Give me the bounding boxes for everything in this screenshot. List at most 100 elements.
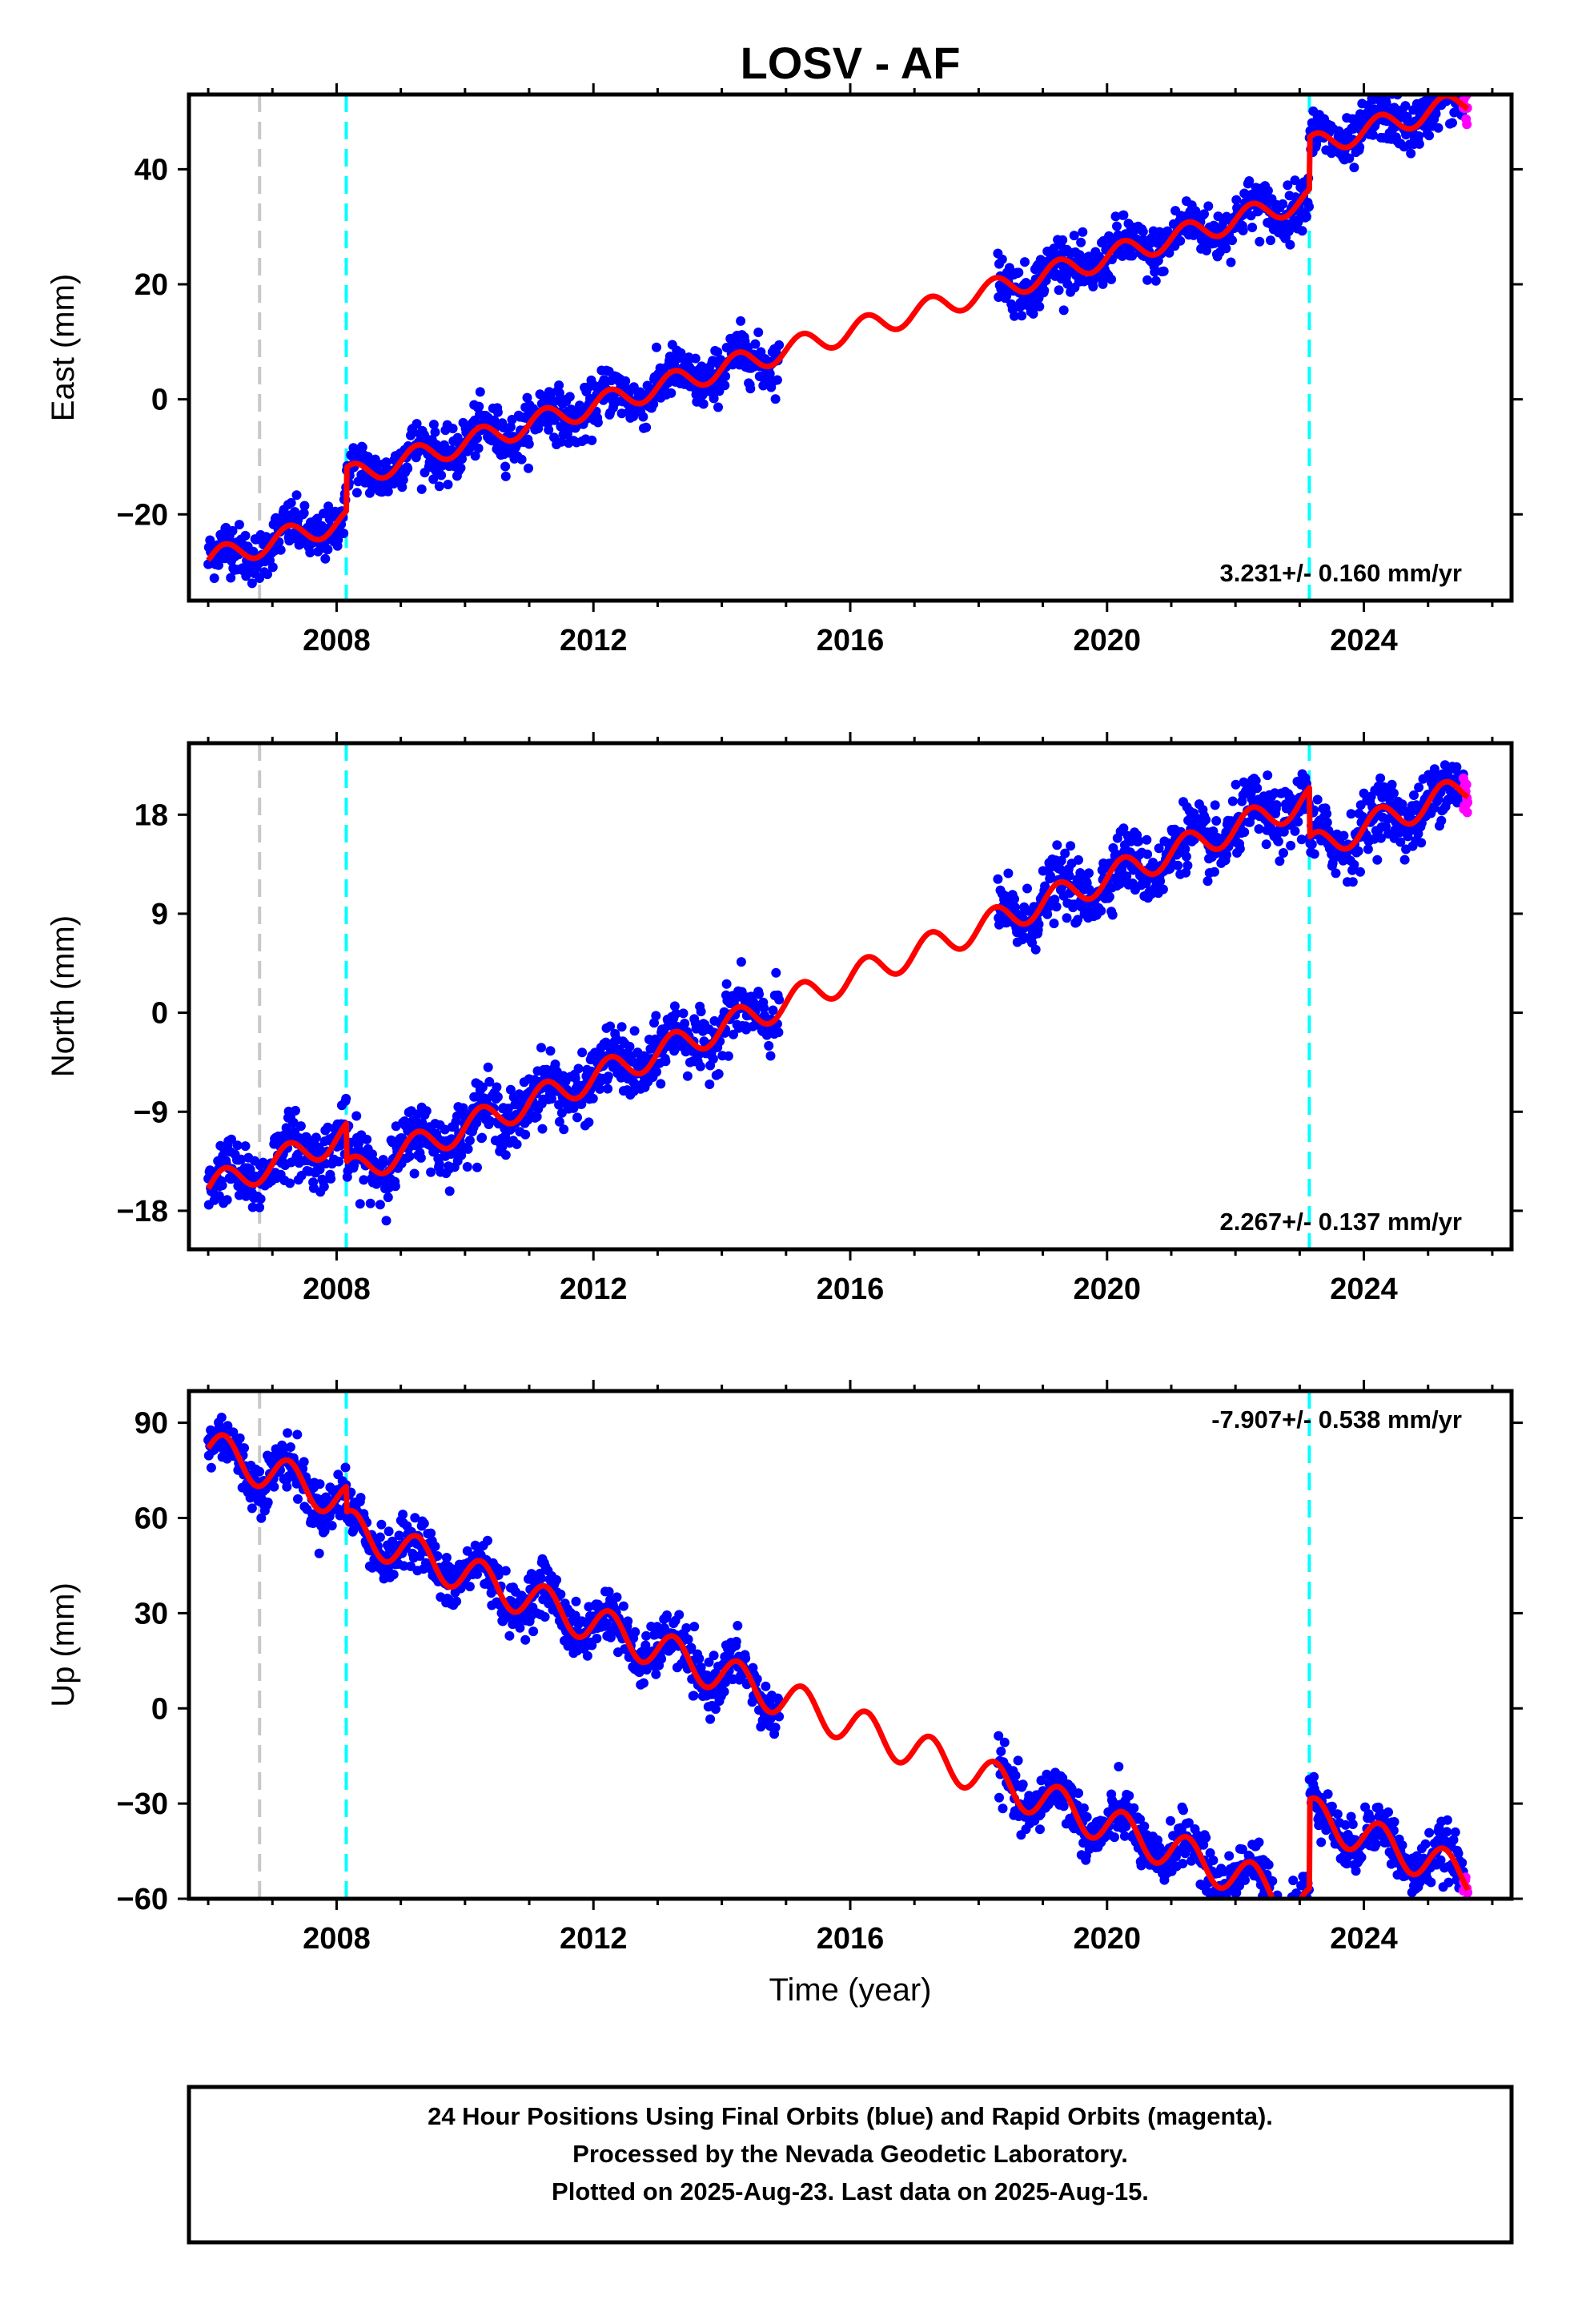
final-orbit-point xyxy=(1301,211,1311,222)
final-orbit-point xyxy=(1084,868,1094,879)
final-orbit-point xyxy=(326,1173,336,1184)
final-orbit-point xyxy=(1261,839,1271,850)
final-orbit-point xyxy=(456,1150,467,1160)
final-orbit-point xyxy=(375,1532,385,1542)
final-orbit-point xyxy=(1150,275,1161,286)
final-orbit-point xyxy=(1381,822,1391,832)
final-orbit-point xyxy=(412,419,422,429)
final-orbit-point xyxy=(362,1134,372,1144)
final-orbit-point xyxy=(1273,836,1283,846)
final-orbit-point xyxy=(1074,250,1085,260)
final-orbit-point xyxy=(1289,1908,1299,1917)
final-orbit-point xyxy=(524,463,533,473)
final-orbit-point xyxy=(239,1443,249,1454)
y-tick-label: 40 xyxy=(135,153,168,187)
east-plot-area xyxy=(203,78,1472,601)
final-orbit-point xyxy=(1078,1803,1089,1813)
final-orbit-point xyxy=(720,380,730,391)
final-orbit-point xyxy=(452,1596,462,1606)
final-orbit-point xyxy=(1058,235,1068,245)
final-orbit-point xyxy=(1219,1902,1229,1912)
final-orbit-point xyxy=(1284,1916,1294,1926)
final-orbit-point xyxy=(629,1026,640,1036)
final-orbit-point xyxy=(1331,868,1341,879)
final-orbit-point xyxy=(410,1513,420,1523)
final-orbit-point xyxy=(547,1094,556,1104)
final-orbit-point xyxy=(1224,1851,1235,1861)
final-orbit-point xyxy=(483,1062,493,1072)
final-orbit-point xyxy=(1443,78,1452,87)
final-orbit-point xyxy=(316,521,327,531)
final-orbit-point xyxy=(1134,836,1144,846)
final-orbit-point xyxy=(592,417,603,428)
final-orbit-point xyxy=(505,1084,516,1095)
north-rate-label: 2.267+/- 0.137 mm/yr xyxy=(1220,1208,1462,1236)
final-orbit-point xyxy=(1010,894,1019,904)
final-orbit-point xyxy=(236,1154,247,1164)
final-orbit-point xyxy=(1252,783,1263,794)
final-orbit-point xyxy=(1283,1916,1292,1925)
rapid-orbit-point xyxy=(1463,797,1473,807)
final-orbit-point xyxy=(1222,850,1232,860)
final-orbit-point xyxy=(759,1003,769,1013)
final-orbit-point xyxy=(571,1596,581,1606)
final-orbit-point xyxy=(1281,1904,1291,1914)
final-orbit-point xyxy=(1285,1920,1295,1929)
final-orbit-point xyxy=(752,1674,762,1684)
final-orbit-point xyxy=(1040,881,1050,891)
final-orbit-point xyxy=(440,1124,450,1135)
final-orbit-point xyxy=(355,1199,365,1209)
final-orbit-point xyxy=(477,1082,488,1092)
final-orbit-point xyxy=(500,471,511,481)
final-orbit-point xyxy=(1013,1755,1023,1766)
final-orbit-point xyxy=(1066,841,1076,851)
final-orbit-point xyxy=(686,1642,697,1653)
final-orbit-point xyxy=(464,1136,475,1146)
final-orbit-point xyxy=(1122,871,1132,882)
final-orbit-point xyxy=(550,1059,560,1069)
x-tick-label: 2012 xyxy=(560,624,628,657)
final-orbit-point xyxy=(1062,913,1072,923)
final-orbit-point xyxy=(719,1687,729,1697)
final-orbit-point xyxy=(299,508,309,518)
final-orbit-point xyxy=(1277,1900,1287,1910)
final-orbit-point xyxy=(335,1507,346,1518)
final-orbit-point xyxy=(710,1704,721,1715)
final-orbit-point xyxy=(351,488,362,498)
final-orbit-point xyxy=(1271,1921,1281,1931)
final-orbit-point xyxy=(1035,1824,1045,1835)
final-orbit-point xyxy=(761,1681,771,1691)
final-orbit-point xyxy=(736,316,746,326)
final-orbit-point xyxy=(1274,1918,1283,1928)
final-orbit-point xyxy=(286,497,296,508)
east-model-fit-line xyxy=(206,94,1471,563)
final-orbit-point xyxy=(291,1105,300,1116)
final-orbit-point xyxy=(1279,1914,1288,1924)
final-orbit-point xyxy=(1452,795,1463,806)
final-orbit-point xyxy=(1296,834,1307,845)
final-orbit-point xyxy=(721,371,731,381)
y-tick-label: 0 xyxy=(151,997,168,1031)
final-orbit-point xyxy=(448,424,458,434)
final-orbit-point xyxy=(267,562,278,573)
final-orbit-point xyxy=(1435,82,1445,92)
final-orbit-point xyxy=(1142,834,1152,845)
final-orbit-point xyxy=(694,1654,705,1664)
final-orbit-point xyxy=(674,1610,685,1620)
final-orbit-point xyxy=(500,1150,511,1160)
final-orbit-point xyxy=(1112,221,1122,231)
final-orbit-point xyxy=(1309,849,1319,859)
final-orbit-point xyxy=(641,422,652,432)
final-orbit-point xyxy=(1199,209,1209,219)
final-orbit-point xyxy=(1452,762,1462,772)
final-orbit-point xyxy=(1347,877,1358,887)
x-tick-label: 2024 xyxy=(1330,1273,1398,1306)
final-orbit-point xyxy=(998,1803,1008,1814)
rapid-orbit-point xyxy=(1462,807,1472,818)
final-orbit-point xyxy=(492,1082,502,1092)
final-orbit-point xyxy=(319,1181,329,1192)
final-orbit-point xyxy=(1279,848,1288,858)
final-orbit-point xyxy=(999,1737,1010,1747)
final-orbit-point xyxy=(256,1513,267,1523)
final-orbit-point xyxy=(255,1194,266,1204)
